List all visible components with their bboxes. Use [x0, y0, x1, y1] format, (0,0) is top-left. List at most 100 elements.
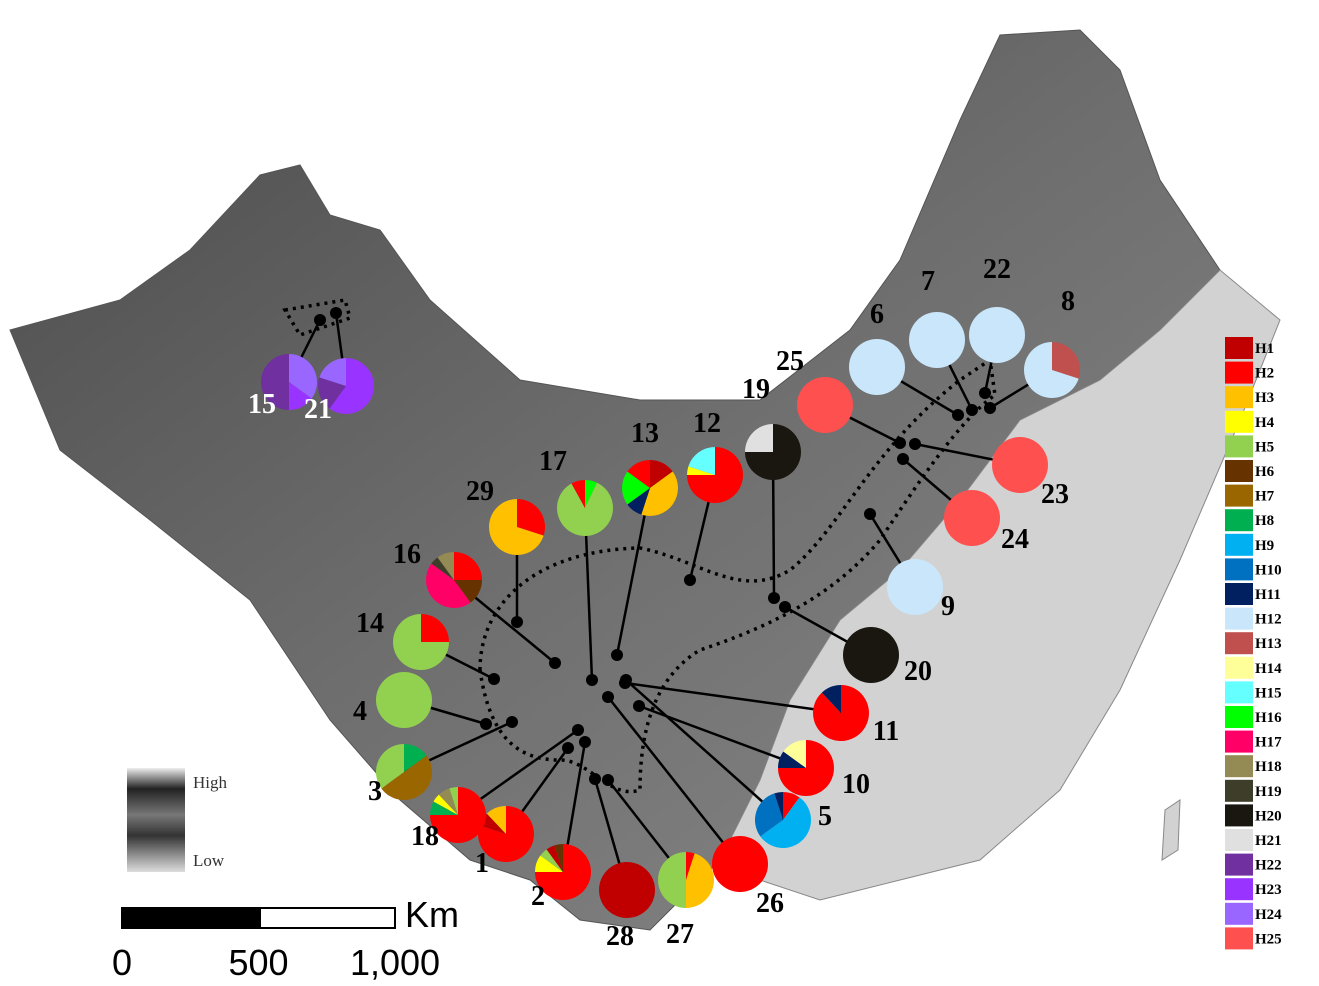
- sample-site: [768, 592, 780, 604]
- sample-site: [562, 742, 574, 754]
- legend-swatch: [1225, 731, 1253, 753]
- legend-swatch: [1225, 583, 1253, 605]
- sample-site: [579, 736, 591, 748]
- legend-swatch: [1225, 435, 1253, 457]
- sample-site: [511, 616, 523, 628]
- legend-label: H19: [1255, 784, 1282, 800]
- population-label: 6: [870, 299, 884, 330]
- population-label: 15: [248, 389, 276, 420]
- legend-label: H25: [1255, 931, 1282, 947]
- legend-label: H11: [1255, 587, 1281, 603]
- sample-site: [611, 649, 623, 661]
- legend-label: H3: [1255, 390, 1274, 406]
- elevation-low: Low: [193, 851, 225, 870]
- scale-bar-white: [260, 908, 395, 928]
- population-label: 25: [776, 346, 804, 377]
- population-label: 21: [304, 394, 332, 425]
- population-label: 8: [1061, 286, 1075, 317]
- legend-label: H7: [1255, 489, 1275, 505]
- sample-site: [633, 700, 645, 712]
- legend-label: H10: [1255, 562, 1282, 578]
- legend: H1H2H3H4H5H6H7H8H9H10H11H12H13H14H15H16H…: [1225, 337, 1282, 949]
- legend-swatch: [1225, 706, 1253, 728]
- elevation-high: High: [193, 773, 228, 792]
- legend-swatch: [1225, 927, 1253, 949]
- legend-label: H14: [1255, 661, 1282, 677]
- legend-swatch: [1225, 558, 1253, 580]
- pie-slice: [887, 559, 943, 615]
- population-label: 13: [631, 418, 659, 449]
- population-label: 17: [539, 446, 567, 477]
- legend-swatch: [1225, 632, 1253, 654]
- legend-swatch: [1225, 903, 1253, 925]
- legend-swatch: [1225, 780, 1253, 802]
- population-label: 1: [475, 848, 489, 879]
- legend-swatch: [1225, 608, 1253, 630]
- legend-swatch: [1225, 755, 1253, 777]
- sample-site: [984, 402, 996, 414]
- scale-tick-label: 500: [228, 942, 288, 983]
- legend-swatch: [1225, 411, 1253, 433]
- pie-slice: [712, 836, 768, 892]
- legend-swatch: [1225, 386, 1253, 408]
- pie-slice: [843, 627, 899, 683]
- legend-label: H9: [1255, 538, 1274, 554]
- population-label: 10: [842, 769, 870, 800]
- legend-swatch: [1225, 878, 1253, 900]
- legend-label: H21: [1255, 833, 1282, 849]
- taiwan: [1162, 800, 1180, 860]
- pie-slice: [969, 307, 1025, 363]
- population-label: 14: [356, 608, 384, 639]
- legend-swatch: [1225, 534, 1253, 556]
- legend-label: H12: [1255, 612, 1282, 628]
- sample-site: [779, 601, 791, 613]
- sample-site: [619, 677, 631, 689]
- legend-swatch: [1225, 460, 1253, 482]
- population-label: 22: [983, 254, 1011, 285]
- population-label: 3: [368, 776, 382, 807]
- pie-slice: [797, 377, 853, 433]
- scale-bar-black: [122, 908, 260, 928]
- population-label: 9: [941, 591, 955, 622]
- population-label: 18: [411, 821, 439, 852]
- sample-site: [602, 774, 614, 786]
- pie-slice: [944, 490, 1000, 546]
- population-label: 19: [742, 374, 770, 405]
- legend-label: H18: [1255, 759, 1282, 775]
- population-label: 27: [666, 919, 694, 950]
- population-label: 16: [393, 539, 421, 570]
- legend-swatch: [1225, 509, 1253, 531]
- legend-swatch: [1225, 485, 1253, 507]
- population-label: 11: [873, 716, 899, 747]
- sample-site: [330, 307, 342, 319]
- sample-site: [966, 404, 978, 416]
- scale-unit: Km: [405, 894, 459, 935]
- sample-site: [684, 574, 696, 586]
- legend-swatch: [1225, 362, 1253, 384]
- sample-site: [952, 409, 964, 421]
- legend-swatch: [1225, 829, 1253, 851]
- legend-label: H2: [1255, 366, 1274, 382]
- legend-label: H13: [1255, 636, 1282, 652]
- legend-label: H1: [1255, 341, 1274, 357]
- population-label: 7: [921, 266, 935, 297]
- legend-label: H23: [1255, 882, 1282, 898]
- legend-swatch: [1225, 657, 1253, 679]
- legend-label: H5: [1255, 439, 1274, 455]
- scale-tick-label: 1,000: [350, 942, 440, 983]
- sample-site: [589, 773, 601, 785]
- legend-swatch: [1225, 804, 1253, 826]
- legend-label: H16: [1255, 710, 1282, 726]
- legend-swatch: [1225, 854, 1253, 876]
- population-label: 24: [1001, 524, 1029, 555]
- legend-swatch: [1225, 337, 1253, 359]
- population-label: 28: [606, 921, 634, 952]
- sample-site: [572, 724, 584, 736]
- sample-site: [586, 674, 598, 686]
- sample-site: [909, 438, 921, 450]
- pie-slice: [909, 312, 965, 368]
- population-label: 2: [531, 881, 545, 912]
- legend-swatch: [1225, 681, 1253, 703]
- sample-site: [864, 508, 876, 520]
